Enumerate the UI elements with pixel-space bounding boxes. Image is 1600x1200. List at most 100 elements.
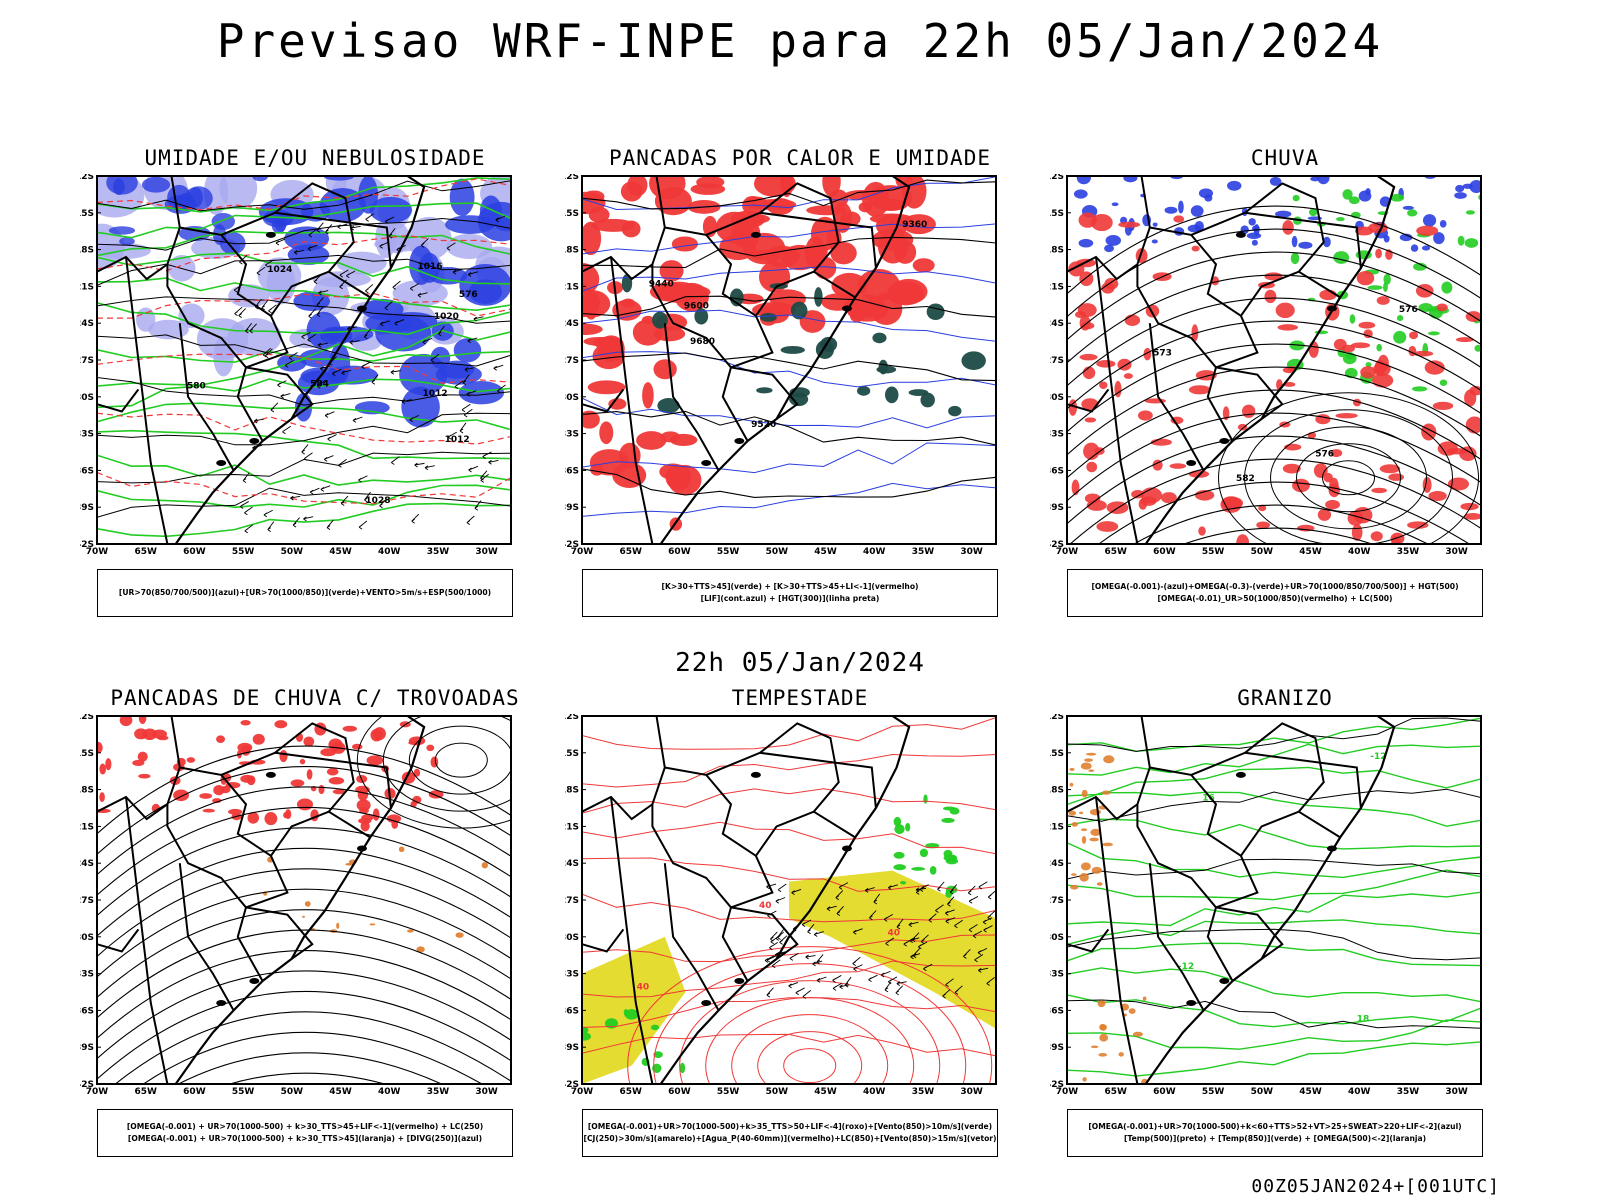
lat-tick-label: 36S xyxy=(565,1006,579,1016)
wind-vector xyxy=(836,905,844,917)
humidity-lowlevel-contour xyxy=(97,429,511,460)
convection-area xyxy=(806,205,847,216)
convection-area xyxy=(912,258,935,273)
lat-tick-label: 27S xyxy=(565,896,579,906)
omega-strong-area xyxy=(1289,340,1305,351)
rain-area xyxy=(1264,272,1283,281)
streamline xyxy=(1067,366,1481,456)
lat-tick-label: 15S xyxy=(565,209,579,219)
omega-500-area xyxy=(1132,1031,1143,1037)
wind-arrow xyxy=(447,431,457,440)
omega-strong-area xyxy=(1349,314,1356,324)
wind-vector xyxy=(802,989,811,999)
lon-tick-label: 50W xyxy=(1251,1087,1274,1097)
thunderstorm-area xyxy=(372,808,380,821)
streamline xyxy=(97,909,511,998)
lat-tick-label: 42S xyxy=(80,540,94,550)
panel-title: TEMPESTADE xyxy=(731,686,869,710)
country-border xyxy=(1136,766,1259,909)
wind-arrow xyxy=(446,242,456,251)
country-border xyxy=(166,226,289,369)
omega-area xyxy=(1248,218,1256,226)
wind-arrow xyxy=(495,215,506,223)
humidity-lowlevel-contour xyxy=(97,402,511,431)
omega-area xyxy=(1439,220,1447,228)
humidity-area-midlevel xyxy=(108,226,136,235)
convection-area xyxy=(877,229,909,264)
thunderstorm-area xyxy=(290,779,305,787)
rain-area xyxy=(1188,385,1211,395)
lon-tick-label: 45W xyxy=(814,547,837,557)
thickness-contour xyxy=(97,412,511,445)
streamline xyxy=(97,990,511,1080)
omega-strong-area xyxy=(1365,362,1372,368)
wind-arrow xyxy=(326,519,334,531)
lake xyxy=(841,305,852,312)
instability-area xyxy=(948,405,962,417)
instability-area xyxy=(961,351,986,371)
panel-legend: [OMEGA(-0.001)+UR>70(1000-500)+k>35_TTS>… xyxy=(582,1109,998,1157)
streamline xyxy=(1069,458,1481,544)
wind-arrow xyxy=(422,337,433,345)
wind-arrow xyxy=(452,268,463,275)
wind-arrow xyxy=(473,316,484,322)
humidity-area-midlevel xyxy=(323,176,355,181)
omega-area xyxy=(1105,234,1122,246)
lat-tick-label: 18S xyxy=(1050,786,1064,796)
omega-area xyxy=(1462,183,1473,189)
wind-arrow xyxy=(363,328,371,340)
convection-area xyxy=(636,431,667,450)
wind-850-area xyxy=(894,824,905,835)
rain-area xyxy=(1375,248,1382,259)
omega-500-area xyxy=(1081,789,1088,798)
lon-tick-label: 50W xyxy=(281,1087,304,1097)
shower-area xyxy=(336,922,340,929)
omega-strong-area xyxy=(1407,209,1418,217)
streamline xyxy=(1067,297,1481,387)
lat-tick-label: 30S xyxy=(565,393,579,403)
omega-strong-area xyxy=(1292,194,1300,202)
wind-vector xyxy=(918,941,928,950)
contour-label: 9360 xyxy=(902,220,927,230)
instability-area xyxy=(621,273,633,293)
wind-arrow xyxy=(461,403,471,413)
lon-tick-label: 70W xyxy=(86,547,109,557)
wind-850-area xyxy=(582,1027,589,1034)
omega-500-area xyxy=(1128,1008,1136,1014)
thunderstorm-area xyxy=(216,735,226,743)
streamline xyxy=(97,868,511,957)
panel-umidade: UMIDADE E/OU NEBULOSIDADE 1012 1012 1016 10… xyxy=(80,146,550,626)
lake xyxy=(216,460,227,467)
rain-area xyxy=(1356,270,1375,286)
shower-area xyxy=(398,846,405,852)
thunderstorm-area xyxy=(306,769,313,780)
country-border xyxy=(1206,367,1234,442)
lake xyxy=(249,977,260,984)
lat-tick-label: 27S xyxy=(80,896,94,906)
panel-title: PANCADAS POR CALOR E UMIDADE xyxy=(608,146,991,170)
wind-850-area xyxy=(623,1008,629,1017)
contour-label: 9680 xyxy=(690,337,715,347)
convection-area xyxy=(887,281,924,306)
country-border xyxy=(721,367,749,442)
humidity-lowlevel-contour xyxy=(97,378,511,409)
humidity-lowlevel-contour xyxy=(97,484,511,509)
convection-area xyxy=(822,176,841,197)
omega-strong-area xyxy=(1376,343,1382,352)
thunderstorm-area xyxy=(119,716,133,727)
lon-tick-label: 50W xyxy=(281,547,304,557)
rain-area xyxy=(1152,459,1163,471)
lon-tick-label: 70W xyxy=(1056,1087,1079,1097)
panel-title: PANCADAS DE CHUVA C/ TROVOADAS xyxy=(110,686,520,710)
wind-arrow xyxy=(379,241,389,249)
wind-arrow xyxy=(234,306,243,317)
country-border xyxy=(581,388,625,413)
wind-850-area xyxy=(905,822,911,832)
rain-area xyxy=(1237,423,1248,431)
omega-500-area xyxy=(1099,1023,1106,1031)
wind-arrow xyxy=(482,451,492,460)
wind-arrow xyxy=(263,509,273,518)
omega-500-area xyxy=(1101,790,1111,795)
wind-vector xyxy=(963,948,971,959)
shower-area xyxy=(416,946,425,953)
